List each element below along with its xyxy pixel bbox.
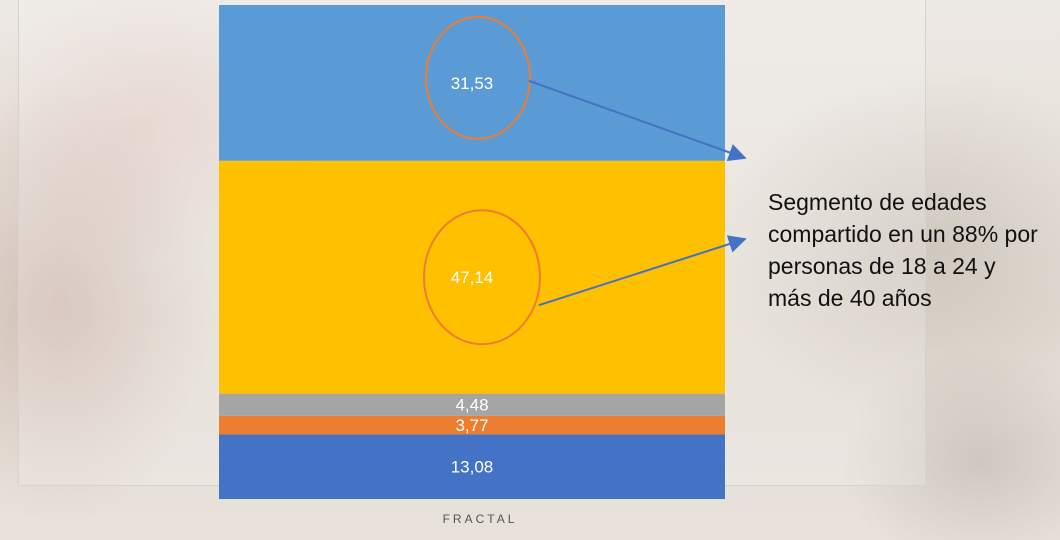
data-label-3: 4,48 bbox=[455, 396, 488, 415]
bar-segment-4 bbox=[219, 160, 725, 394]
bar-segment-3 bbox=[219, 393, 725, 416]
x-tick-label: FRACTAL bbox=[442, 512, 518, 526]
bar-segment-1 bbox=[219, 434, 725, 499]
data-label-2: 3,77 bbox=[455, 416, 488, 435]
callout-arrow-5 bbox=[528, 79, 747, 162]
bar-segment-2 bbox=[219, 415, 725, 435]
data-label-4: 47,14 bbox=[451, 268, 494, 287]
highlight-circle-4 bbox=[423, 209, 541, 346]
annotation-text: Segmento de edades compartido en un 88% … bbox=[768, 189, 1038, 311]
bar-segment-5 bbox=[219, 5, 725, 161]
highlight-circle-5 bbox=[425, 15, 531, 140]
data-label-5: 31,53 bbox=[451, 74, 494, 93]
data-label-1: 13,08 bbox=[451, 458, 494, 477]
callout-arrow-4 bbox=[538, 235, 747, 307]
